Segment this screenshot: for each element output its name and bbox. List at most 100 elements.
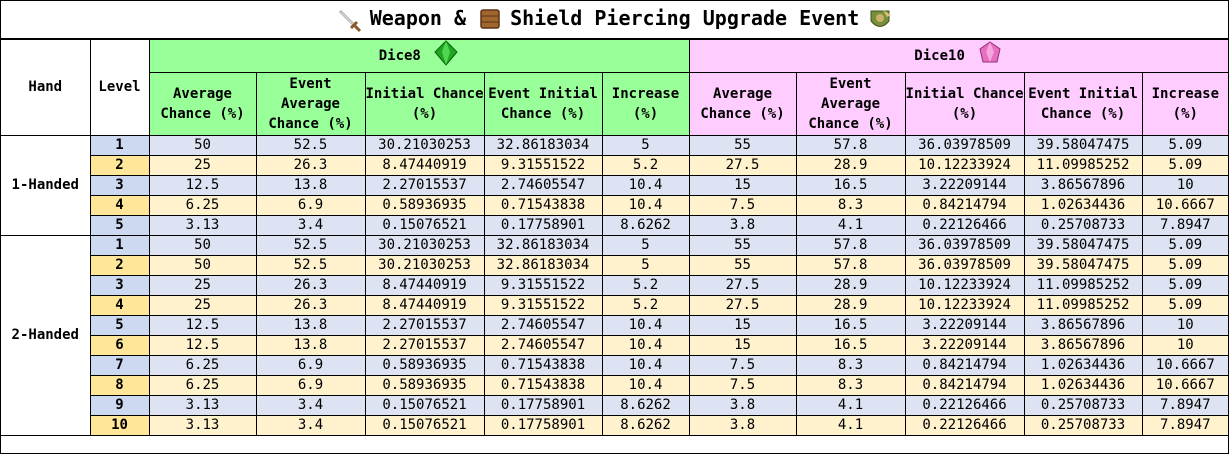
- dice8-value-cell: 25: [148, 275, 257, 296]
- dice10-value-cell: 16.5: [795, 175, 906, 196]
- level-cell: 4: [90, 295, 150, 316]
- dice10-col-header: Event Average Chance (%): [795, 72, 906, 136]
- level-cell: 3: [90, 275, 150, 296]
- dice10-value-cell: 3.86567896: [1023, 175, 1143, 196]
- dice10-value-cell: 5.09: [1141, 255, 1229, 276]
- dice8-value-cell: 12.5: [148, 175, 257, 196]
- green-gem-icon: [433, 40, 459, 72]
- dice10-value-cell: 28.9: [795, 155, 906, 176]
- dice10-value-cell: 0.84214794: [904, 355, 1025, 376]
- dice10-value-cell: 7.5: [688, 375, 797, 396]
- hand-cell: 2-Handed: [1, 235, 91, 436]
- dice8-value-cell: 0.15076521: [364, 215, 485, 236]
- dice10-value-cell: 0.84214794: [904, 375, 1025, 396]
- dice8-value-cell: 8.6262: [601, 395, 690, 416]
- dice10-value-cell: 39.58047475: [1023, 255, 1143, 276]
- dice10-value-cell: 8.3: [795, 195, 906, 216]
- dice8-col-header: Increase (%): [601, 72, 690, 136]
- level-cell: 1: [89, 235, 150, 256]
- dice8-value-cell: 10.4: [601, 195, 690, 216]
- dice8-value-cell: 26.3: [255, 275, 366, 296]
- dice10-value-cell: 3.8: [688, 415, 797, 436]
- table-row: 4 6.25 6.9 0.58936935 0.71543838 10.4 7.5 8.3 0.…: [1, 195, 1229, 216]
- dice8-value-cell: 2.74605547: [483, 335, 603, 356]
- table-row: 3 12.5 13.8 2.27015537 2.74605547 10.4 15 16.5 3…: [1, 175, 1229, 196]
- dice8-col-header: Average Chance (%): [149, 72, 257, 136]
- dice8-value-cell: 12.5: [148, 315, 257, 336]
- dice8-value-cell: 3.4: [255, 215, 366, 236]
- table-row: 2 25 26.3 8.47440919 9.31551522 5.2 27.5 28.9 10…: [1, 155, 1229, 176]
- dice10-label: Dice10: [914, 48, 965, 64]
- table-row: 2 50 52.5 30.21030253 32.86183034 5 55 57.8 36.0…: [1, 255, 1229, 276]
- dice8-value-cell: 6.25: [148, 195, 257, 216]
- dice8-label: Dice8: [378, 48, 421, 64]
- level-cell: 2: [90, 255, 150, 276]
- dice10-col-header: Event Initial Chance (%): [1023, 72, 1143, 136]
- dice8-value-cell: 52.5: [255, 255, 366, 276]
- dice8-value-cell: 30.21030253: [364, 135, 485, 156]
- dice8-value-cell: 6.9: [255, 375, 366, 396]
- dice10-col-header: Average Chance (%): [688, 72, 797, 136]
- hand-header: Hand: [1, 39, 91, 136]
- dice10-value-cell: 10.12233924: [904, 295, 1025, 316]
- dice8-value-cell: 13.8: [255, 335, 366, 356]
- dice8-value-cell: 32.86183034: [483, 235, 603, 256]
- dice10-value-cell: 0.25708733: [1023, 415, 1143, 436]
- table-row: 5 3.13 3.4 0.15076521 0.17758901 8.6262 3.8 4.1…: [1, 215, 1229, 236]
- dice10-value-cell: 36.03978509: [904, 135, 1025, 156]
- level-cell: 10: [90, 415, 150, 436]
- table-row: 6 12.5 13.8 2.27015537 2.74605547 10.4 15 16.5 3…: [1, 335, 1229, 356]
- dice10-value-cell: 10.6667: [1141, 375, 1229, 396]
- dice8-value-cell: 10.4: [601, 375, 690, 396]
- dice8-value-cell: 30.21030253: [364, 255, 485, 276]
- dice8-value-cell: 30.21030253: [364, 235, 485, 256]
- dice10-value-cell: 1.02634436: [1023, 375, 1143, 396]
- dice10-value-cell: 0.22126466: [904, 395, 1025, 416]
- dice10-value-cell: 39.58047475: [1023, 135, 1143, 156]
- dice8-value-cell: 0.17758901: [483, 215, 603, 236]
- dice10-value-cell: 4.1: [795, 415, 906, 436]
- sword-icon: [336, 7, 362, 33]
- dice10-value-cell: 57.8: [795, 235, 906, 256]
- dice10-col-header: Initial Chance (%): [904, 72, 1025, 136]
- dice10-value-cell: 7.5: [688, 195, 797, 216]
- table-row: 3 25 26.3 8.47440919 9.31551522 5.2 27.5 28.9 10…: [1, 275, 1229, 296]
- table-title: Weapon & Shield Piercing Upgrade Event: [1, 1, 1228, 39]
- dice8-value-cell: 5: [601, 235, 690, 256]
- dice10-value-cell: 7.8947: [1141, 395, 1229, 416]
- dice10-value-cell: 5.09: [1141, 235, 1229, 256]
- dice10-value-cell: 8.3: [795, 375, 906, 396]
- dice10-value-cell: 0.22126466: [904, 415, 1025, 436]
- dice10-value-cell: 36.03978509: [904, 255, 1025, 276]
- dice8-value-cell: 0.71543838: [483, 195, 603, 216]
- dice10-value-cell: 5.09: [1141, 155, 1229, 176]
- dice10-value-cell: 7.5: [688, 355, 797, 376]
- dice8-value-cell: 8.6262: [601, 415, 690, 436]
- dice8-value-cell: 8.47440919: [364, 155, 485, 176]
- dice10-value-cell: 5.09: [1141, 135, 1229, 156]
- dice8-value-cell: 32.86183034: [483, 255, 603, 276]
- dice8-header: Dice8: [148, 39, 690, 73]
- dice10-value-cell: 27.5: [688, 155, 797, 176]
- dice10-value-cell: 3.86567896: [1023, 315, 1143, 336]
- dice10-value-cell: 0.22126466: [904, 215, 1025, 236]
- table-row: 8 6.25 6.9 0.58936935 0.71543838 10.4 7.5 8.3 0.…: [1, 375, 1229, 396]
- dice10-value-cell: 3.8: [688, 395, 797, 416]
- dice10-value-cell: 0.84214794: [904, 195, 1025, 216]
- dice8-value-cell: 12.5: [148, 335, 257, 356]
- dice8-value-cell: 0.71543838: [483, 375, 603, 396]
- dice8-value-cell: 10.4: [601, 315, 690, 336]
- dice8-value-cell: 2.27015537: [364, 315, 485, 336]
- dice10-value-cell: 5.09: [1141, 295, 1229, 316]
- dice8-col-header: Initial Chance (%): [364, 72, 485, 136]
- dice10-value-cell: 15: [688, 175, 797, 196]
- dice8-value-cell: 52.5: [255, 235, 366, 256]
- dice8-col-header: Event Initial Chance (%): [483, 72, 603, 136]
- dice10-value-cell: 3.8: [688, 215, 797, 236]
- dice10-value-cell: 16.5: [795, 335, 906, 356]
- dice10-value-cell: 55: [688, 135, 797, 156]
- dice10-value-cell: 3.22209144: [904, 315, 1025, 336]
- dice8-value-cell: 10.4: [601, 355, 690, 376]
- dice8-value-cell: 0.58936935: [364, 375, 485, 396]
- dice10-value-cell: 39.58047475: [1023, 235, 1143, 256]
